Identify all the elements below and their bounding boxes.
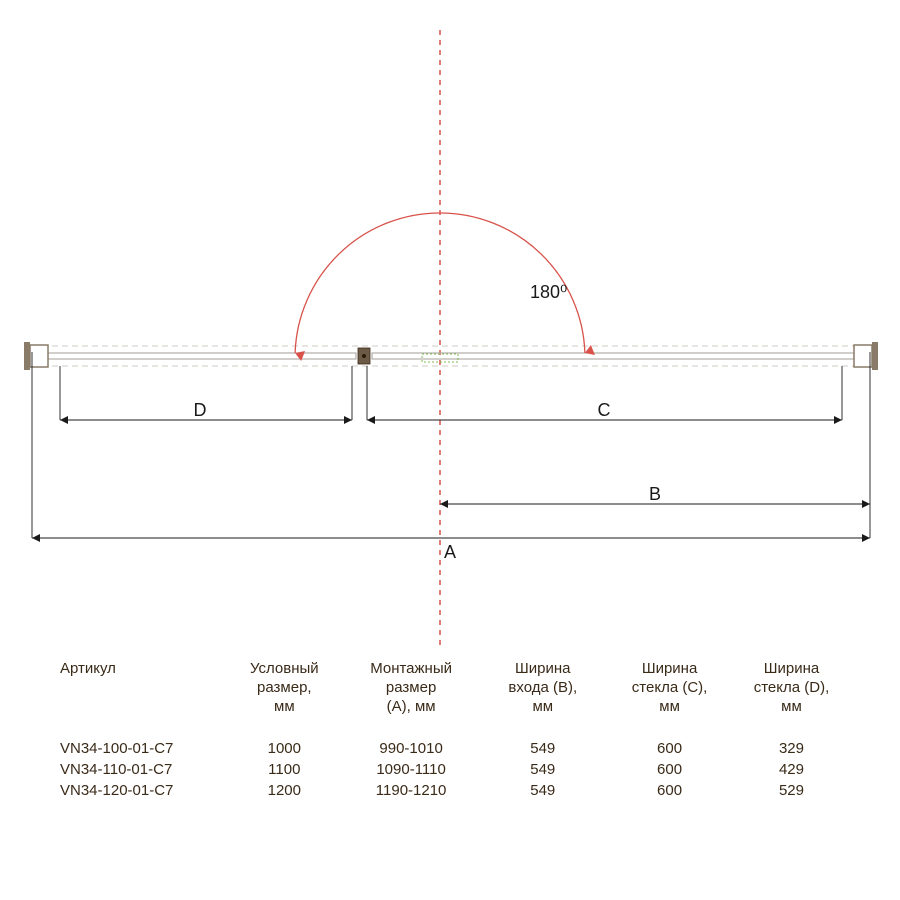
table-row: VN34-110-01-C7 1100 1090-1110 549 600 42… <box>50 761 850 778</box>
wall-bracket-right <box>854 345 872 367</box>
angle-label: 180⁰ <box>530 282 567 302</box>
table-row: VN34-120-01-C7 1200 1190-1210 549 600 52… <box>50 782 850 799</box>
technical-diagram: 180⁰ D C B A <box>0 0 900 660</box>
col-header: Ширинастекла (D),мм <box>733 660 850 716</box>
col-header: Монтажныйразмер(A), мм <box>343 660 480 716</box>
table-header: Артикул Условныйразмер,мм Монтажныйразме… <box>50 660 850 716</box>
dim-label-C: C <box>598 400 611 420</box>
dim-label-A: A <box>444 542 456 562</box>
dim-label-D: D <box>194 400 207 420</box>
spec-table: Артикул Условныйразмер,мм Монтажныйразме… <box>50 660 850 803</box>
dim-label-B: B <box>649 484 661 504</box>
col-header: Ширинавхода (B),мм <box>479 660 606 716</box>
col-header: Условныйразмер,мм <box>226 660 343 716</box>
table-row: VN34-100-01-C7 1000 990-1010 549 600 329 <box>50 740 850 757</box>
col-header: Артикул <box>50 660 226 716</box>
col-header: Ширинастекла (C),мм <box>606 660 733 716</box>
wall-bracket-left <box>30 345 48 367</box>
